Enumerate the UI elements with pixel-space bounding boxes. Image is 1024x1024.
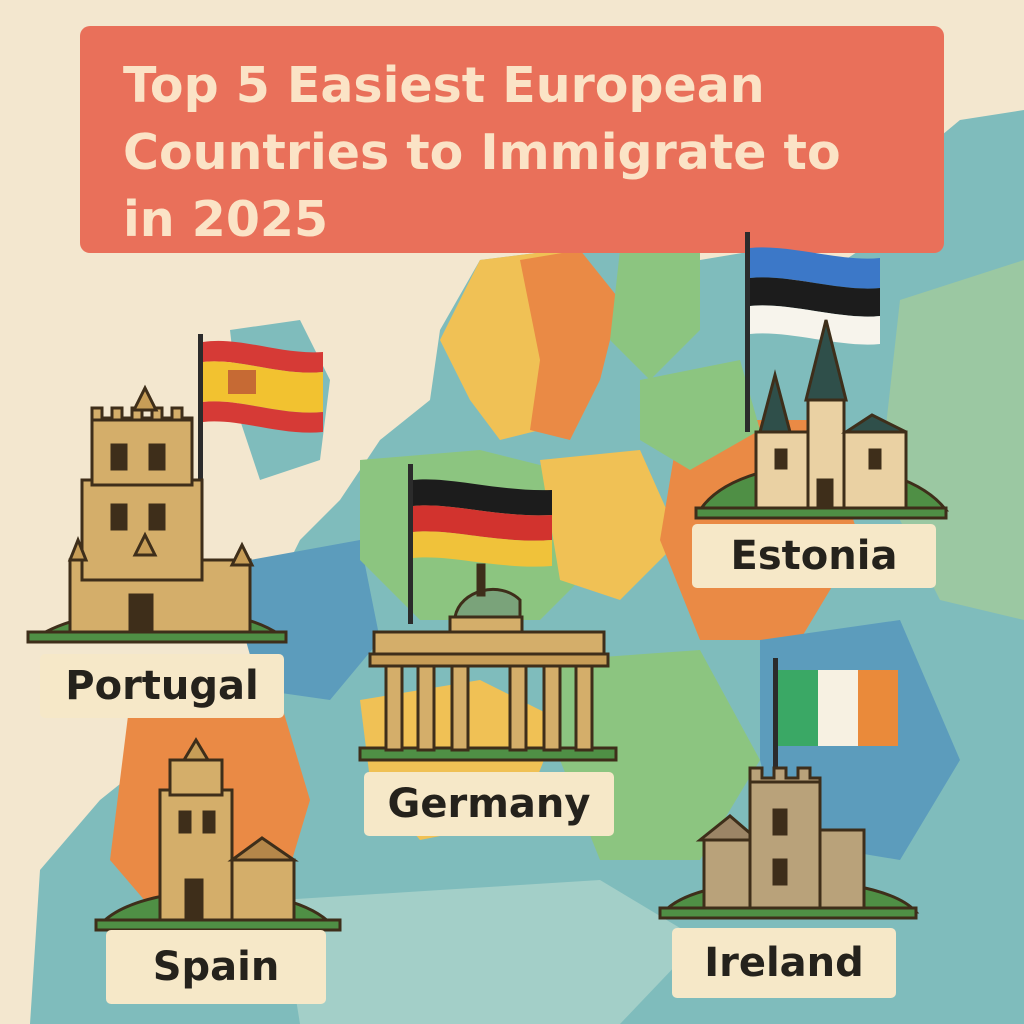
estonia-flag-icon xyxy=(745,232,880,432)
country-label-estonia: Estonia xyxy=(692,524,936,588)
title-line-2: Countries to Immigrate to xyxy=(123,124,841,181)
country-label-germany: Germany xyxy=(364,772,614,836)
title-banner: Top 5 Easiest European Countries to Immi… xyxy=(80,26,944,253)
country-label-ireland: Ireland xyxy=(672,928,896,998)
irish-castle-icon xyxy=(658,766,920,920)
map-region-baltics xyxy=(640,360,760,470)
map-region-finland xyxy=(610,250,700,380)
spanish-castle-icon xyxy=(94,737,342,932)
country-label-spain: Spain xyxy=(106,930,326,1004)
brandenburg-gate-icon xyxy=(358,563,618,762)
country-label-portugal: Portugal xyxy=(40,654,284,718)
portuguese-tower-icon xyxy=(26,384,288,644)
map-region-sweden xyxy=(520,250,620,440)
map-region-mediterranean xyxy=(280,880,700,1024)
germany-flag-icon xyxy=(408,464,552,624)
map-region-poland xyxy=(540,450,680,600)
ireland-flag-icon xyxy=(773,658,898,818)
title-line-3: in 2025 xyxy=(123,191,329,248)
estonian-church-icon xyxy=(694,319,950,520)
title-line-1: Top 5 Easiest European xyxy=(123,57,765,114)
